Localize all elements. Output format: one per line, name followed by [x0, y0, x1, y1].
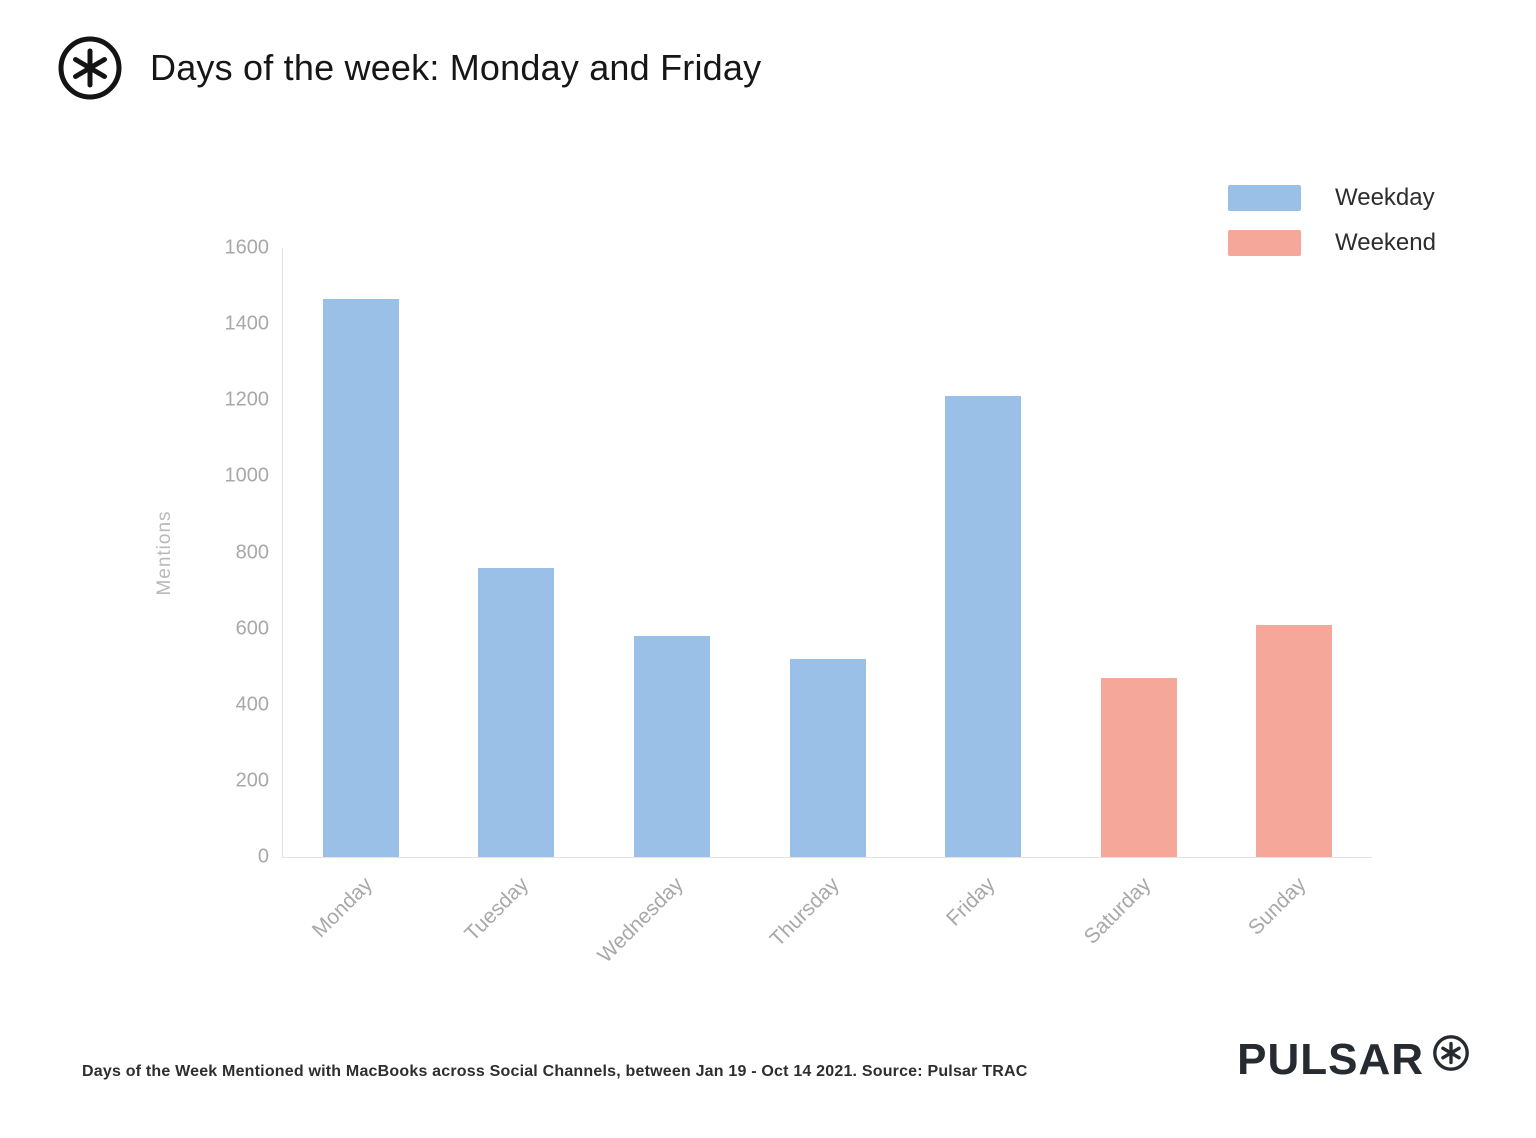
legend-swatch-weekend	[1228, 230, 1301, 256]
y-tick-400: 400	[235, 693, 269, 716]
bar-saturday	[1100, 678, 1177, 857]
bar-cell-friday: Friday	[905, 248, 1061, 931]
y-tick-800: 800	[235, 541, 269, 563]
page-title: Days of the week: Monday and Friday	[150, 47, 762, 88]
legend-item-weekend: Weekend	[1228, 229, 1436, 257]
bar-wednesday	[633, 636, 710, 857]
x-axis-label-monday: Monday	[307, 873, 378, 943]
bar-cell-sunday: Sunday	[1216, 248, 1372, 940]
bar-cell-tuesday: Tuesday	[439, 248, 595, 946]
chart-legend: Weekday Weekend	[1228, 184, 1436, 257]
bar-cell-wednesday: Wednesday	[594, 248, 750, 967]
y-tick-1400: 1400	[224, 312, 270, 335]
pulsar-wordmark: PULSAR	[1237, 1035, 1424, 1084]
pulsar-asterisk-icon	[56, 34, 124, 102]
bar-friday	[945, 396, 1022, 857]
bar-cell-monday: Monday	[283, 248, 439, 942]
x-axis-label-wednesday: Wednesday	[593, 873, 689, 968]
bar-tuesday	[478, 567, 555, 857]
y-axis-ticks: 0 200 400 600 800 1000 1200 1400 1600	[199, 237, 270, 868]
y-tick-1200: 1200	[224, 388, 270, 411]
bar-thursday	[789, 659, 866, 857]
bar-chart: Mentions 0 200 400 600 800 1000 1200 1400 1600 M…	[154, 237, 1372, 967]
plot-area: Monday Tuesday Wednesday Thursday Friday Satu…	[283, 248, 1372, 967]
legend-label-weekday: Weekday	[1335, 184, 1435, 211]
bar-cell-thursday: Thursday	[750, 248, 906, 951]
bar-monday	[322, 299, 399, 857]
x-axis-label-thursday: Thursday	[765, 873, 844, 952]
legend-item-weekday: Weekday	[1228, 184, 1436, 212]
y-tick-200: 200	[235, 769, 269, 792]
y-tick-0: 0	[257, 845, 269, 868]
pulsar-asterisk-icon	[1432, 1034, 1470, 1077]
x-axis-label-sunday: Sunday	[1243, 873, 1311, 940]
x-axis-label-friday: Friday	[941, 873, 1000, 931]
pulsar-brand: PULSAR	[1237, 1035, 1470, 1084]
header: Days of the week: Monday and Friday	[56, 34, 761, 102]
y-tick-600: 600	[235, 617, 269, 640]
legend-swatch-weekday	[1228, 185, 1301, 211]
y-axis-title: Mentions	[154, 509, 175, 596]
legend-label-weekend: Weekend	[1335, 229, 1436, 256]
bar-cell-saturday: Saturday	[1061, 248, 1217, 949]
bar-sunday	[1256, 624, 1333, 857]
y-tick-1600: 1600	[224, 236, 270, 259]
chart-source-caption: Days of the Week Mentioned with MacBooks…	[82, 1063, 1028, 1080]
y-tick-1000: 1000	[224, 464, 270, 487]
x-axis-label-saturday: Saturday	[1079, 873, 1155, 949]
x-axis-label-tuesday: Tuesday	[459, 873, 533, 946]
